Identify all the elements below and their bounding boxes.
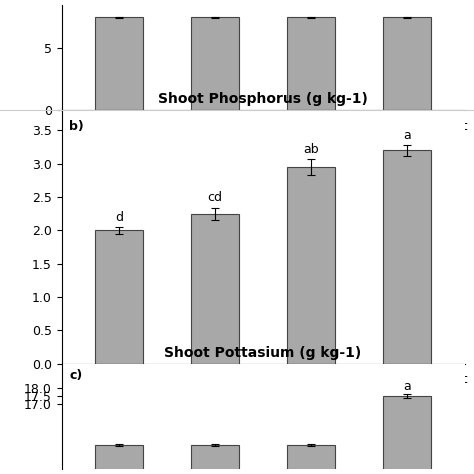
Bar — [287, 167, 335, 364]
Text: a: a — [403, 380, 411, 392]
Text: ab: ab — [303, 143, 319, 155]
Bar — [383, 150, 431, 364]
Bar — [95, 230, 143, 364]
Bar — [95, 17, 143, 110]
Text: b): b) — [69, 120, 84, 133]
Text: d: d — [115, 210, 123, 224]
Bar — [287, 445, 335, 474]
Bar — [287, 17, 335, 110]
Bar — [191, 214, 239, 364]
Text: a: a — [403, 128, 411, 142]
Bar — [383, 396, 431, 474]
Bar — [191, 445, 239, 474]
Text: c): c) — [69, 369, 82, 382]
Text: cd: cd — [208, 191, 223, 204]
Title: Shoot Phosphorus (g kg-1): Shoot Phosphorus (g kg-1) — [158, 92, 368, 106]
Bar — [95, 445, 143, 474]
Bar — [383, 17, 431, 110]
Bar — [191, 17, 239, 110]
Title: Shoot Pottasium (g kg-1): Shoot Pottasium (g kg-1) — [164, 346, 362, 360]
